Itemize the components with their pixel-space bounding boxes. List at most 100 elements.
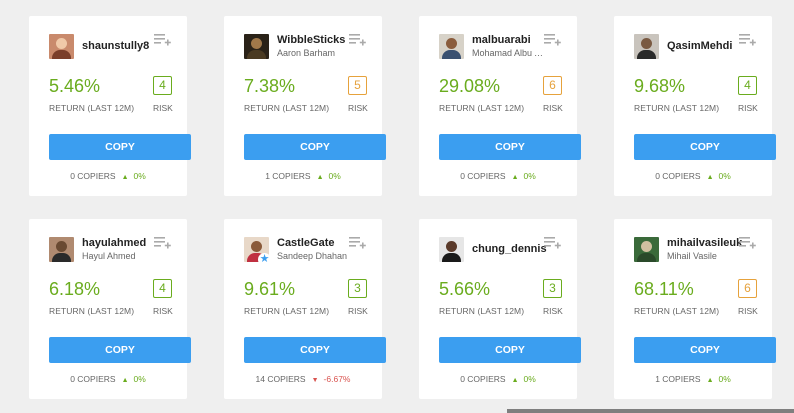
copy-button[interactable]: COPY — [634, 337, 776, 363]
trader-fullname: Mihail Vasile — [667, 251, 717, 261]
avatar-head — [641, 241, 652, 252]
return-label: RETURN (LAST 12M) — [49, 103, 135, 113]
watchlist-add-icon[interactable] — [349, 32, 367, 46]
avatar-body — [52, 50, 71, 59]
avatar-body — [247, 50, 266, 59]
trader-fullname: Mohamad Albu Ar... — [472, 48, 544, 58]
avatar[interactable] — [244, 34, 269, 59]
watchlist-add-icon[interactable] — [739, 32, 757, 46]
watchlist-add-icon[interactable] — [544, 235, 562, 249]
avatar-body — [52, 253, 71, 262]
return-label: RETURN (LAST 12M) — [634, 103, 720, 113]
trader-username[interactable]: CastleGate — [277, 237, 335, 249]
avatar[interactable] — [49, 237, 74, 262]
trend-up-icon: ▲ — [706, 174, 714, 181]
copiers-stats: 0 COPIERS ▲ 0% — [419, 171, 577, 181]
copiers-count: 14 — [255, 374, 265, 384]
avatar-body — [442, 50, 461, 59]
avatar-head — [56, 241, 67, 252]
trend-up-icon: ▲ — [316, 174, 324, 181]
risk-score-badge: 6 — [543, 76, 562, 95]
copiers-change: -6.67% — [323, 374, 351, 384]
trend-up-icon: ▲ — [511, 174, 519, 181]
trader-username[interactable]: malbuarabi — [472, 34, 531, 46]
trader-username[interactable]: hayulahmed — [82, 237, 147, 249]
risk-label: RISK — [543, 103, 563, 113]
copiers-label: COPIERS — [267, 374, 306, 384]
avatar-head — [56, 38, 67, 49]
copiers-change: 0% — [523, 171, 536, 181]
trader-username[interactable]: QasimMehdi — [667, 40, 733, 52]
copiers-label: COPIERS — [467, 171, 506, 181]
copiers-count: 0 — [70, 171, 75, 181]
trader-card: WibbleSticks Aaron Barham 7.38% RETURN (LAS… — [224, 16, 386, 196]
trader-card: mihailvasileuk Mihail Vasile 68.11% RETURN … — [614, 219, 776, 399]
copiers-count: 0 — [460, 171, 465, 181]
copiers-stats: 1 COPIERS ▲ 0% — [224, 171, 382, 181]
copiers-stats: 0 COPIERS ▲ 0% — [419, 374, 577, 384]
avatar[interactable] — [634, 34, 659, 59]
trader-username[interactable]: shaunstully8 — [82, 40, 150, 52]
trader-card: QasimMehdi 9.68% RETURN (LAST 12M) 4 RISK COP… — [614, 16, 776, 196]
risk-score-badge: 3 — [543, 279, 562, 298]
trend-up-icon: ▲ — [511, 377, 519, 384]
risk-label: RISK — [153, 103, 173, 113]
avatar-body — [442, 253, 461, 262]
avatar-head — [251, 38, 262, 49]
risk-score-badge: 4 — [153, 279, 172, 298]
copy-button[interactable]: COPY — [439, 134, 581, 160]
avatar[interactable] — [49, 34, 74, 59]
return-label: RETURN (LAST 12M) — [439, 306, 525, 316]
copiers-stats: 14 COPIERS ▼ -6.67% — [224, 374, 382, 384]
copiers-change: 0% — [718, 374, 731, 384]
return-value: 9.61% — [244, 279, 296, 299]
risk-label: RISK — [738, 306, 758, 316]
copy-button[interactable]: COPY — [244, 134, 386, 160]
copiers-count: 0 — [655, 171, 660, 181]
copiers-change: 0% — [718, 171, 731, 181]
risk-label: RISK — [348, 103, 368, 113]
avatar[interactable] — [439, 237, 464, 262]
watchlist-add-icon[interactable] — [154, 32, 172, 46]
copy-button[interactable]: COPY — [244, 337, 386, 363]
return-value: 68.11% — [634, 279, 694, 299]
scroll-indicator — [507, 409, 794, 413]
trend-down-icon: ▼ — [311, 377, 319, 384]
watchlist-add-icon[interactable] — [154, 235, 172, 249]
trader-username[interactable]: chung_dennis — [472, 243, 547, 255]
copiers-count: 1 — [265, 171, 270, 181]
watchlist-add-icon[interactable] — [349, 235, 367, 249]
copiers-stats: 1 COPIERS ▲ 0% — [614, 374, 772, 384]
trader-card: shaunstully8 5.46% RETURN (LAST 12M) 4 RISK C… — [29, 16, 191, 196]
risk-score-badge: 4 — [738, 76, 757, 95]
risk-score-badge: 5 — [348, 76, 367, 95]
return-value: 6.18% — [49, 279, 101, 299]
trader-card: malbuarabi Mohamad Albu Ar... 29.08% RETURN… — [419, 16, 581, 196]
return-value: 9.68% — [634, 76, 686, 96]
watchlist-add-icon[interactable] — [544, 32, 562, 46]
avatar-head — [251, 241, 262, 252]
watchlist-add-icon[interactable] — [739, 235, 757, 249]
avatar[interactable] — [439, 34, 464, 59]
copy-button[interactable]: COPY — [439, 337, 581, 363]
risk-label: RISK — [348, 306, 368, 316]
risk-label: RISK — [153, 306, 173, 316]
avatar[interactable] — [634, 237, 659, 262]
risk-score-badge: 3 — [348, 279, 367, 298]
return-value: 5.66% — [439, 279, 491, 299]
copiers-change: 0% — [328, 171, 341, 181]
copiers-label: COPIERS — [77, 374, 116, 384]
copy-button[interactable]: COPY — [634, 134, 776, 160]
return-label: RETURN (LAST 12M) — [244, 103, 330, 113]
return-value: 7.38% — [244, 76, 296, 96]
trader-username[interactable]: WibbleSticks — [277, 34, 346, 46]
copiers-count: 0 — [70, 374, 75, 384]
trader-username[interactable]: mihailvasileuk — [667, 237, 743, 249]
copy-button[interactable]: COPY — [49, 337, 191, 363]
trader-card: chung_dennis 5.66% RETURN (LAST 12M) 3 RISK C… — [419, 219, 581, 399]
risk-label: RISK — [738, 103, 758, 113]
copiers-label: COPIERS — [467, 374, 506, 384]
risk-label: RISK — [543, 306, 563, 316]
avatar-body — [637, 50, 656, 59]
copy-button[interactable]: COPY — [49, 134, 191, 160]
